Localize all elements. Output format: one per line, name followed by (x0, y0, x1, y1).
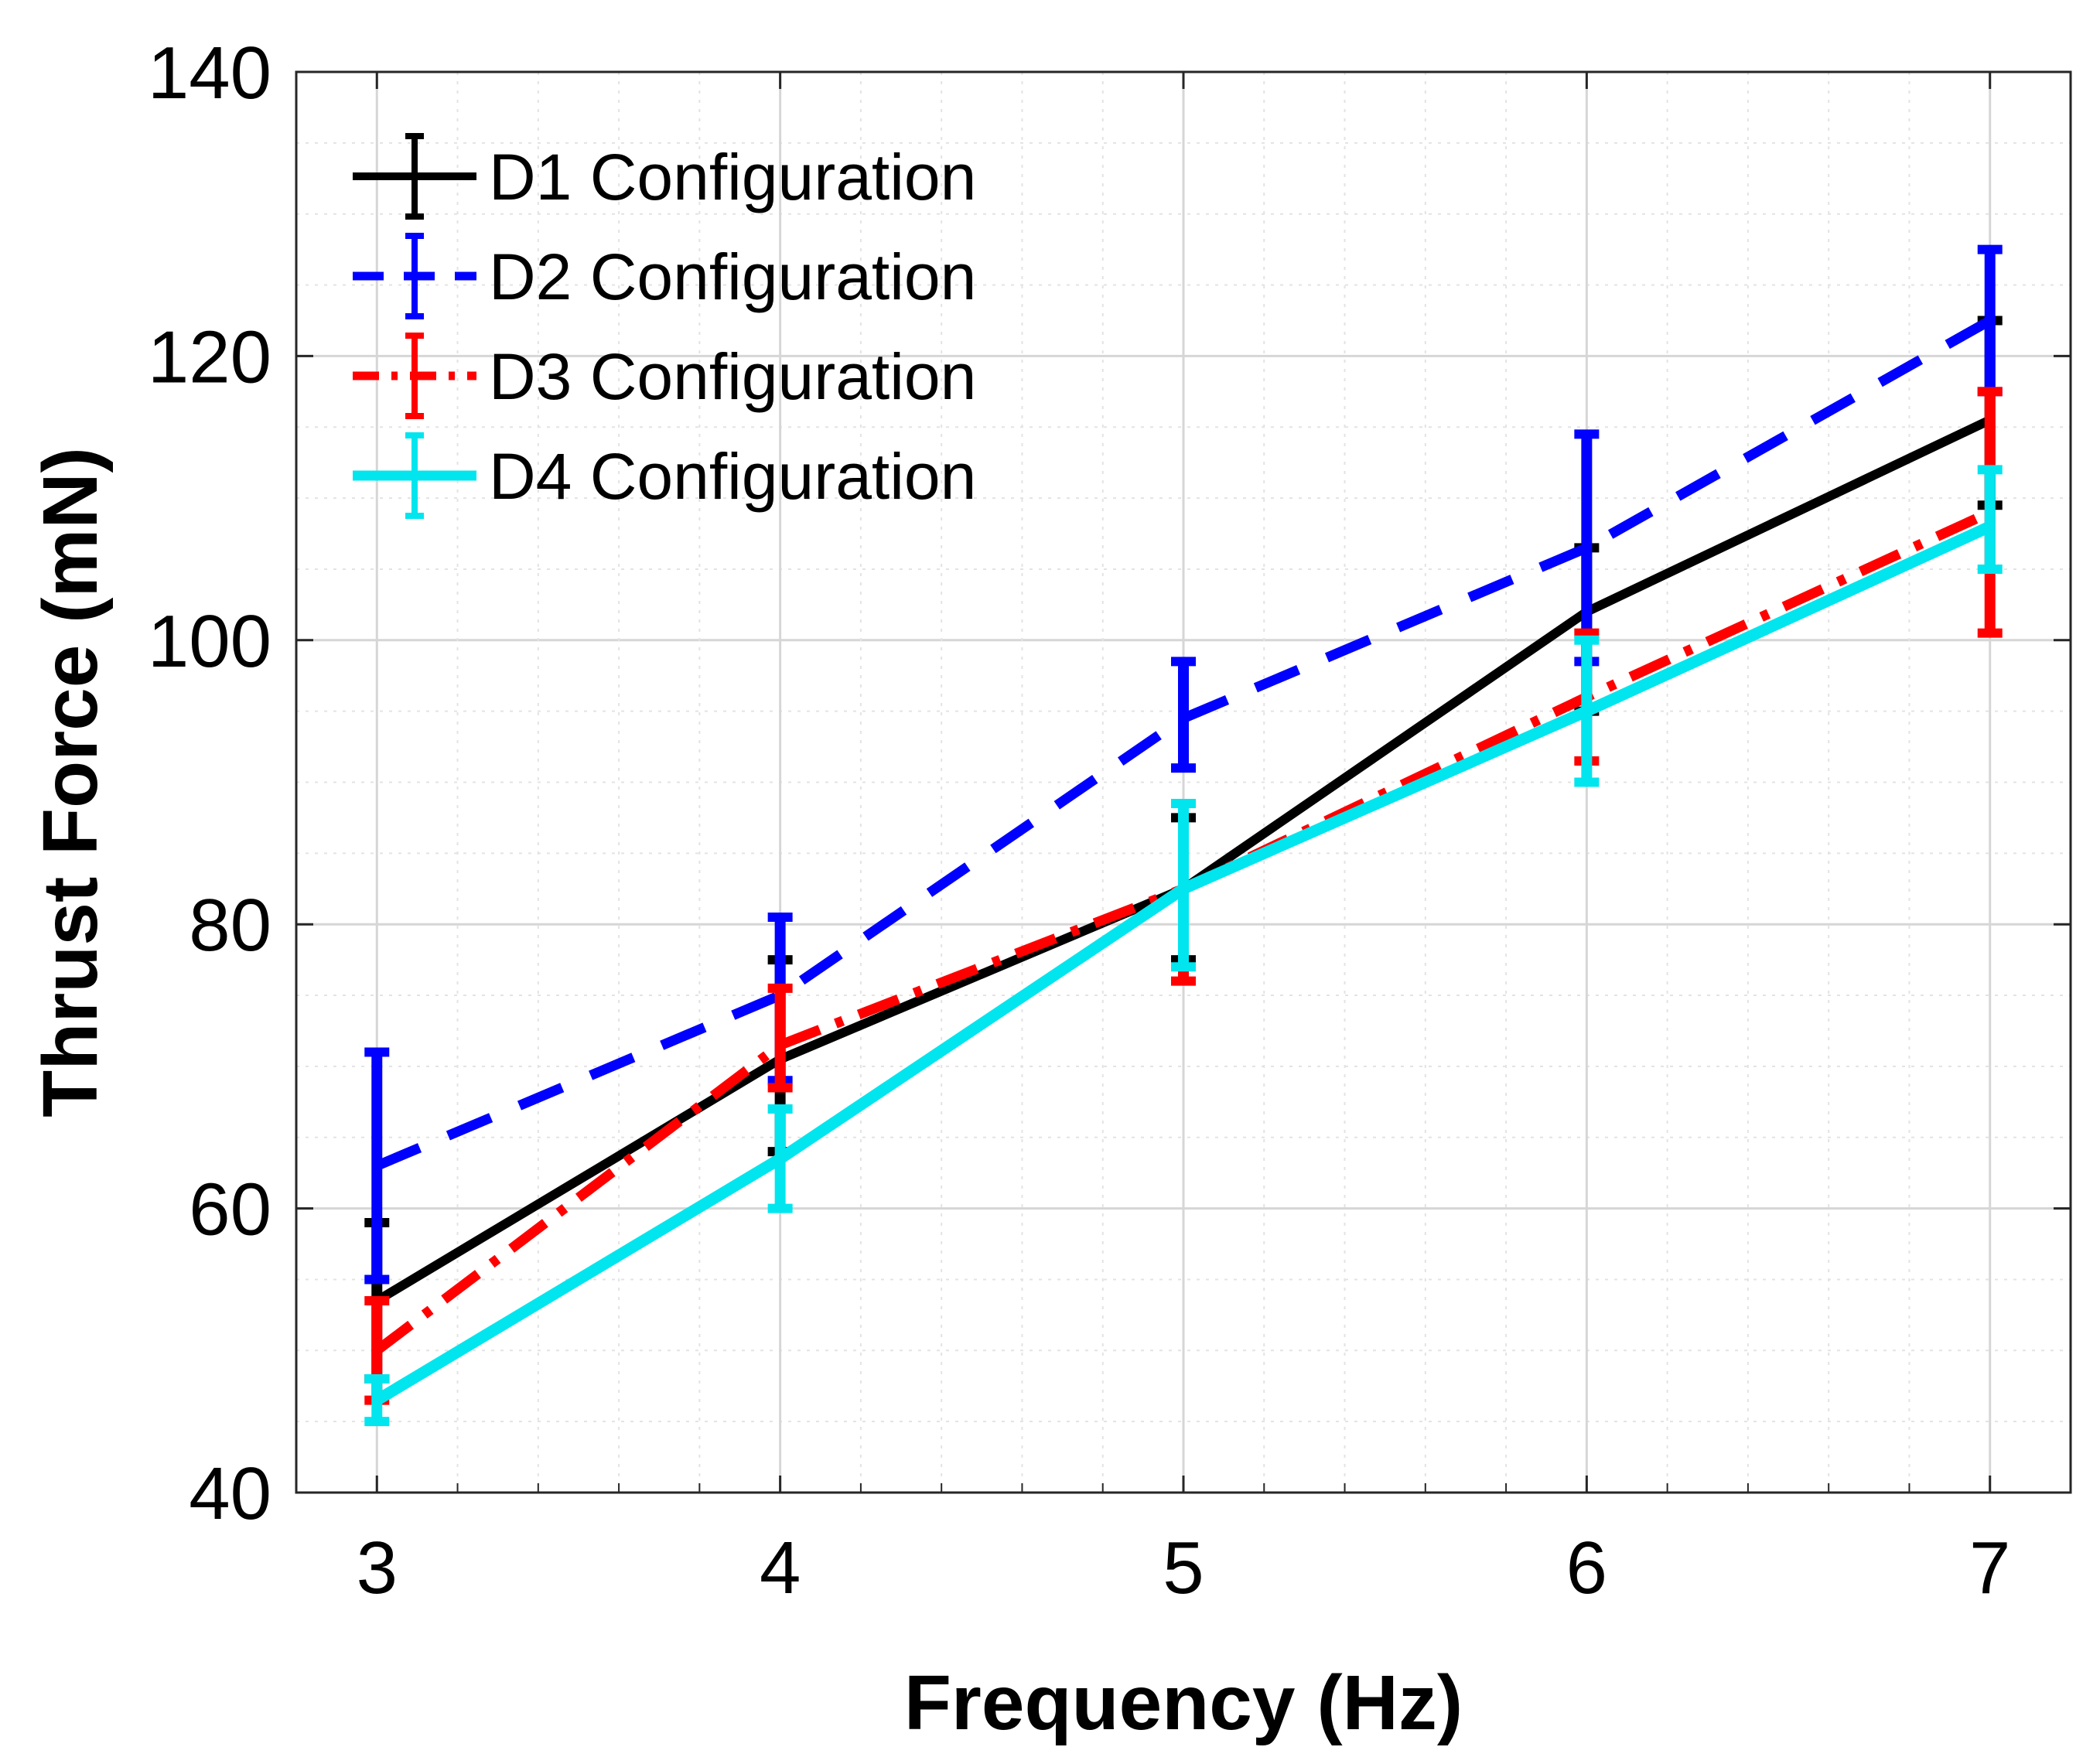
y-tick-label: 40 (189, 1452, 271, 1535)
legend-item-4: D4 Configuration (353, 432, 976, 519)
ticks: 3 4 5 6 7 40 60 80 100 120 140 (148, 32, 2071, 1609)
y-tick-label: 120 (148, 316, 271, 398)
legend-label: D1 Configuration (489, 141, 976, 213)
y-tick-label: 100 (148, 600, 271, 683)
x-tick-label: 3 (357, 1527, 398, 1609)
legend-label: D4 Configuration (489, 440, 976, 513)
legend-item-1: D1 Configuration (353, 133, 976, 220)
series-2 (364, 244, 2003, 1285)
x-tick-label: 6 (1566, 1527, 1607, 1609)
x-tick-label: 7 (1969, 1527, 2010, 1609)
y-tick-label: 80 (189, 884, 271, 967)
legend: D1 Configuration D2 Configuration D3 Confi… (353, 133, 976, 519)
series-4 (364, 465, 2003, 1427)
x-tick-label: 4 (760, 1527, 801, 1609)
legend-label: D3 Configuration (489, 340, 976, 413)
y-tick-label: 60 (189, 1169, 271, 1251)
x-axis-title: Frequency (Hz) (904, 1660, 1463, 1746)
x-tick-label: 5 (1163, 1527, 1204, 1609)
legend-label: D2 Configuration (489, 241, 976, 313)
series-layer (364, 244, 2003, 1427)
legend-item-2: D2 Configuration (353, 233, 976, 319)
y-tick-label: 140 (148, 32, 271, 114)
y-axis-title: Thrust Force (mN) (27, 447, 114, 1117)
legend-item-3: D3 Configuration (353, 333, 976, 419)
